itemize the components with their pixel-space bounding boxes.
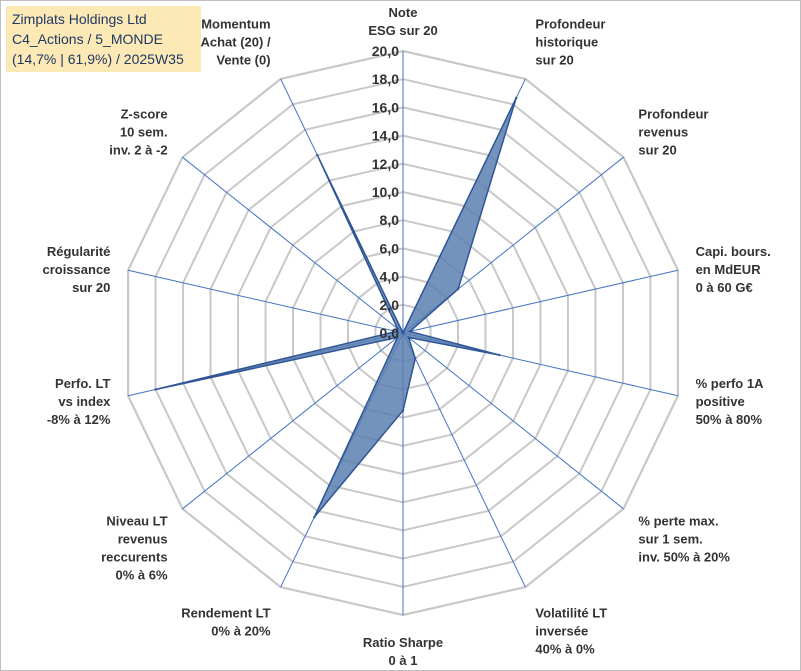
axis-spoke (127, 269, 404, 334)
axis-label-line: revenus (118, 532, 168, 547)
tick-label: 14,0 (372, 128, 399, 144)
axis-label-line: sur 20 (535, 52, 573, 67)
data-point (396, 336, 399, 339)
tick-label: 12,0 (372, 156, 399, 172)
axis-spoke (182, 156, 404, 334)
axis-label-line: Profondeur (638, 106, 708, 121)
axis-label-line: Profondeur (535, 16, 605, 31)
data-point (401, 331, 405, 335)
axis-label-line: inversée (535, 624, 588, 639)
axis-label-line: % perfo 1A (696, 376, 765, 391)
axis-label: Ratio Sharpe 0 à 1 (363, 635, 443, 668)
score-period: (14,7% | 61,9%) / 2025W35 (12, 51, 184, 67)
axis-label-line: Note (389, 5, 418, 20)
axis-label-line: 50% à 80% (696, 412, 763, 427)
axis-spoke (402, 269, 679, 334)
tick-label: 20,0 (372, 43, 399, 59)
axis-label: Volatilité LT inversée 40% à 0% (535, 606, 607, 657)
axis-label: Niveau LT revenus reccurents 0% à 6% (101, 514, 168, 583)
data-point (396, 327, 399, 330)
data-point (407, 336, 410, 339)
axis-spoke (402, 332, 526, 588)
tick-label: 16,0 (372, 99, 399, 115)
data-point (394, 330, 398, 333)
data-point (498, 353, 501, 357)
axis-label: Note ESG sur 20 (368, 5, 437, 38)
data-point (154, 388, 157, 391)
axis-label-line: Z-score (121, 106, 168, 121)
axis-label-line: 0 à 1 (389, 653, 418, 668)
axis-label-line: Ratio Sharpe (363, 635, 443, 650)
data-point (414, 357, 417, 360)
chart-title-box: Zimplats Holdings Ltd C4_Actions / 5_MON… (6, 6, 201, 72)
data-point (408, 330, 412, 333)
axis-label-line: vs index (58, 394, 111, 409)
axis-label-line: Capi. bours. (696, 244, 771, 259)
axis-label-line: sur 20 (72, 280, 110, 295)
axis-spoke (182, 332, 404, 510)
axis-label-line: Volatilité LT (535, 606, 607, 621)
axis-label-line: 0% à 6% (116, 568, 168, 583)
axis-label-line: Perfo. LT (55, 376, 110, 391)
axis-label-line: croissance (42, 262, 110, 277)
category-label: C4_Actions / 5_MONDE (12, 31, 163, 47)
axis-label-line: sur 1 sem. (638, 532, 702, 547)
axis-label: Momentum Achat (20) / Vente (0) (200, 16, 270, 67)
axis-label: % perte max. sur 1 sem. inv. 50% à 20% (638, 514, 730, 565)
tick-label: 0,0 (380, 325, 400, 341)
data-point (313, 516, 316, 519)
tick-label: 18,0 (372, 71, 399, 87)
axis-label-line: positive (696, 394, 745, 409)
axis-label-line: 10 sem. (120, 124, 168, 139)
axis-label-line: Vente (0) (216, 52, 270, 67)
axis-label-line: Rendement LT (181, 606, 270, 621)
axis-label-line: sur 20 (638, 142, 676, 157)
axis-label-line: 0% à 20% (211, 624, 271, 639)
axis-label: % perfo 1A positive 50% à 80% (696, 376, 765, 427)
axis-label-line: inv. 2 à -2 (109, 142, 167, 157)
company-name: Zimplats Holdings Ltd (12, 11, 147, 27)
tick-label: 4,0 (380, 269, 400, 285)
tick-label: 8,0 (380, 212, 400, 228)
data-point (401, 409, 405, 412)
axis-label-line: -8% à 12% (47, 412, 111, 427)
axis-label-line: reccurents (101, 550, 167, 565)
tick-label: 2,0 (380, 297, 400, 313)
axis-label-line: % perte max. (638, 514, 718, 529)
axis-spoke (402, 332, 624, 510)
axis-label-line: Niveau LT (106, 514, 167, 529)
axis-label-line: Achat (20) / (200, 34, 270, 49)
axis-label-line: ESG sur 20 (368, 23, 437, 38)
axis-label: Perfo. LT vs index -8% à 12% (47, 376, 111, 427)
data-point (316, 153, 319, 157)
axis-label-line: 0 à 60 G€ (696, 280, 753, 295)
axis-label-line: Momentum (201, 16, 270, 31)
axis-label: Profondeur revenus sur 20 (638, 106, 708, 157)
axis-label-line: en MdEUR (696, 262, 762, 277)
data-point (514, 96, 518, 100)
tick-label: 10,0 (372, 184, 399, 200)
axis-label-line: inv. 50% à 20% (638, 550, 730, 565)
axis-label-line: historique (535, 34, 598, 49)
axis-label-line: Régularité (47, 244, 111, 259)
data-point (456, 287, 460, 291)
axis-label: Profondeur historique sur 20 (535, 16, 605, 67)
axis-label: Régularité croissance sur 20 (42, 244, 110, 295)
axis-label-line: revenus (638, 124, 688, 139)
axis-label: Capi. bours. en MdEUR 0 à 60 G€ (696, 244, 771, 295)
axis-label: Rendement LT 0% à 20% (181, 606, 271, 639)
axis-label-line: 40% à 0% (535, 642, 595, 657)
tick-label: 6,0 (380, 240, 400, 256)
axis-label: Z-score 10 sem. inv. 2 à -2 (109, 106, 167, 157)
